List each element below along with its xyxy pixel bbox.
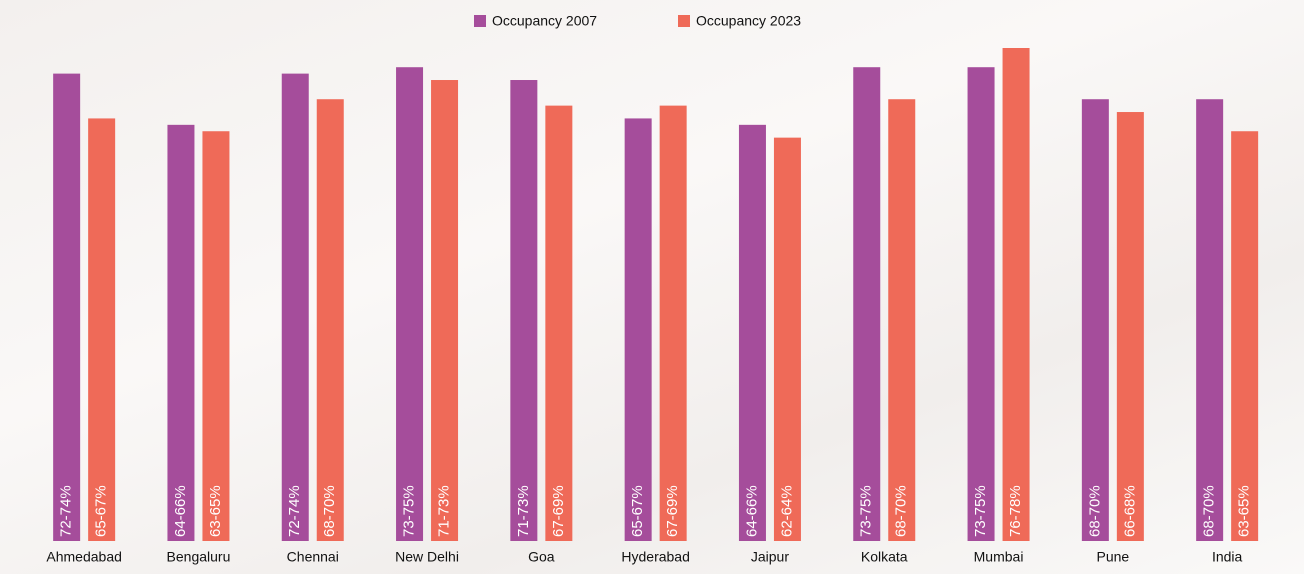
x-tick-label: Bengaluru	[167, 549, 231, 565]
value-label: 66-68%	[1121, 485, 1138, 537]
legend-label: Occupancy 2023	[696, 13, 801, 29]
legend-swatch	[474, 15, 486, 27]
legend-label: Occupancy 2007	[492, 13, 597, 29]
x-tick-label: Pune	[1096, 549, 1129, 565]
bar	[396, 67, 424, 541]
bar	[167, 124, 195, 541]
bar	[1002, 48, 1030, 541]
bar	[773, 137, 801, 542]
x-tick-label: Jaipur	[751, 549, 789, 565]
x-tick-label: Ahmedabad	[46, 549, 122, 565]
value-label: 67-69%	[664, 485, 681, 537]
value-label: 73-75%	[972, 485, 989, 537]
bar	[1231, 131, 1259, 541]
bar	[202, 131, 230, 541]
bar	[888, 99, 916, 542]
x-tick-label: India	[1212, 549, 1243, 565]
x-tick-label: Kolkata	[861, 549, 908, 565]
value-label: 68-70%	[321, 485, 338, 537]
value-label: 68-70%	[1201, 485, 1218, 537]
value-label: 76-78%	[1007, 485, 1024, 537]
value-label: 64-66%	[172, 485, 189, 537]
value-label: 68-70%	[893, 485, 910, 537]
x-tick-label: Mumbai	[974, 549, 1024, 565]
value-label: 63-65%	[207, 485, 224, 537]
legend-swatch	[678, 15, 690, 27]
bar	[738, 124, 766, 541]
value-label: 71-73%	[515, 485, 532, 537]
bar	[316, 99, 344, 542]
bar	[624, 118, 652, 541]
value-label: 62-64%	[778, 485, 795, 537]
value-label: 65-67%	[629, 485, 646, 537]
bar	[1196, 99, 1224, 542]
bar	[88, 118, 116, 541]
bar	[281, 73, 309, 542]
x-tick-label: Hyderabad	[621, 549, 690, 565]
x-tick-label: Chennai	[287, 549, 339, 565]
value-label: 72-74%	[286, 485, 303, 537]
bar	[967, 67, 995, 541]
bar	[545, 105, 573, 541]
value-label: 73-75%	[401, 485, 418, 537]
value-label: 63-65%	[1236, 485, 1253, 537]
value-label: 72-74%	[58, 485, 75, 537]
bar	[853, 67, 881, 541]
bar	[1116, 112, 1144, 541]
bar	[53, 73, 81, 542]
value-label: 68-70%	[1086, 485, 1103, 537]
value-label: 73-75%	[858, 485, 875, 537]
bar	[431, 80, 459, 541]
x-tick-label: New Delhi	[395, 549, 459, 565]
bar	[510, 80, 538, 541]
value-label: 67-69%	[550, 485, 567, 537]
value-label: 65-67%	[93, 485, 110, 537]
bar	[1081, 99, 1109, 542]
x-tick-label: Goa	[528, 549, 555, 565]
bar	[659, 105, 687, 541]
value-label: 64-66%	[743, 485, 760, 537]
value-label: 71-73%	[436, 485, 453, 537]
